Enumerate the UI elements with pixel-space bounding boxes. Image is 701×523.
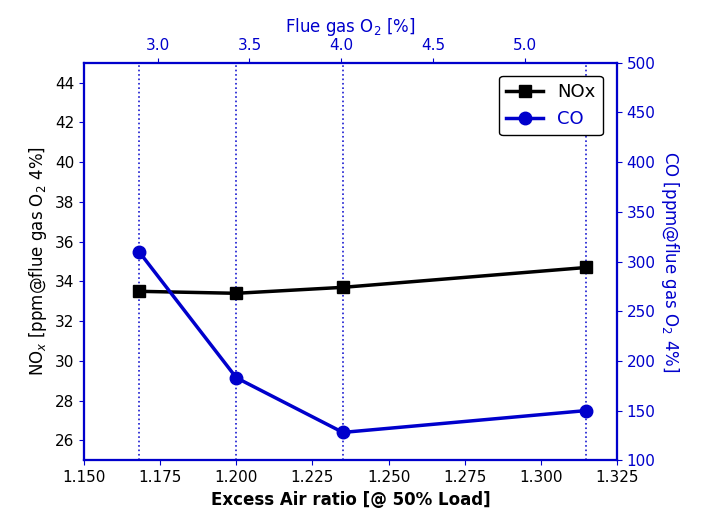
CO [583,407,591,414]
Line: CO: CO [132,245,592,439]
Line: NOx: NOx [133,262,592,299]
Y-axis label: CO [ppm@flue gas O$_2$ 4%]: CO [ppm@flue gas O$_2$ 4%] [659,151,681,372]
Legend: NOx, CO: NOx, CO [499,76,603,135]
CO [135,248,143,255]
CO [232,374,240,381]
Y-axis label: NO$_x$ [ppm@flue gas O$_2$ 4%]: NO$_x$ [ppm@flue gas O$_2$ 4%] [27,146,49,377]
NOx [232,290,240,297]
X-axis label: Flue gas O$_2$ [%]: Flue gas O$_2$ [%] [285,17,416,39]
CO [339,429,347,436]
NOx [339,284,347,290]
NOx [583,264,591,270]
X-axis label: Excess Air ratio [@ 50% Load]: Excess Air ratio [@ 50% Load] [211,491,490,508]
NOx [135,288,143,294]
